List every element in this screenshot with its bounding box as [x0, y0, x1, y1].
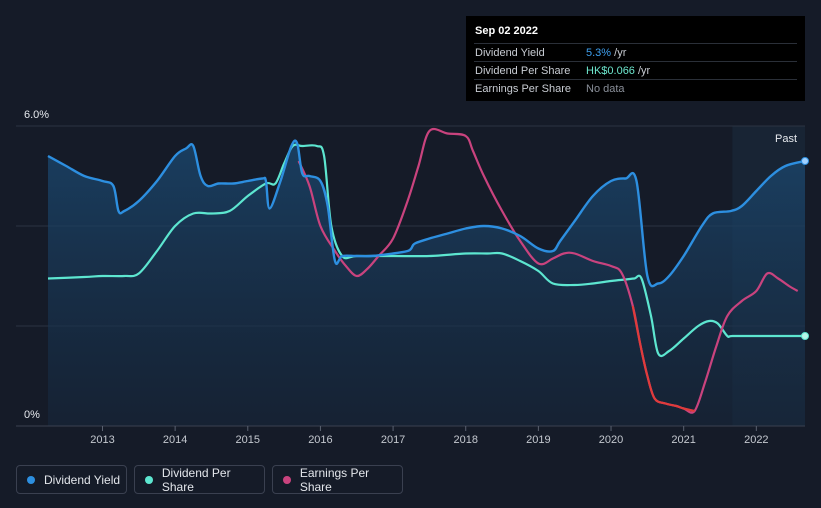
x-tick-label: 2016 — [308, 434, 332, 446]
dividend-yield-area — [48, 140, 805, 427]
earnings-per-share-line — [297, 127, 799, 414]
tooltip-row-dividend-yield: Dividend Yield 5.3% /yr — [474, 43, 797, 61]
legend-label: Dividend Yield — [44, 472, 121, 487]
tooltip-label: Earnings Per Share — [475, 82, 571, 95]
legend-dividend-per-share[interactable]: Dividend Per Share — [134, 465, 265, 494]
tooltip-row-earnings-per-share: Earnings Per Share No data — [474, 79, 797, 97]
x-tick-label: 2021 — [671, 434, 695, 446]
dividend-per-share-line — [47, 143, 805, 358]
tooltip-unit: /yr — [611, 46, 627, 59]
past-label: Past — [775, 133, 797, 145]
tooltip-label: Dividend Per Share — [475, 64, 571, 77]
legend-label: Earnings Per Share — [299, 465, 370, 494]
earnings-per-share-decline-segment — [631, 305, 695, 413]
legend-dot-icon — [145, 475, 153, 484]
tooltip-value: 5.3% — [586, 46, 612, 59]
legend-dot-icon — [27, 475, 35, 484]
y-tick-bottom: 0% — [24, 409, 40, 421]
x-tick-label: 2020 — [599, 434, 623, 446]
tooltip-row-dividend-per-share: Dividend Per Share HK$0.066 /yr — [474, 61, 797, 79]
x-tick-label: 2017 — [381, 434, 405, 446]
legend-earnings-per-share[interactable]: Earnings Per Share — [272, 465, 403, 494]
tooltip-unit: /yr — [634, 64, 651, 77]
tooltip-label: Dividend Yield — [475, 46, 545, 59]
tooltip-value: No data — [586, 82, 625, 95]
x-tick-label: 2015 — [236, 434, 260, 446]
legend-label: Dividend Per Share — [161, 465, 231, 494]
dividend-yield-endpoint[interactable] — [801, 157, 809, 165]
x-tick-label: 2018 — [453, 434, 477, 446]
legend-dot-icon — [283, 475, 291, 484]
legend-dividend-yield[interactable]: Dividend Yield — [16, 465, 127, 494]
tooltip-date: Sep 02 2022 — [475, 25, 538, 37]
x-tick-label: 2014 — [163, 434, 187, 446]
y-tick-top: 6.0% — [24, 109, 49, 121]
tooltip-value: HK$0.066 — [586, 64, 635, 77]
x-tick-label: 2013 — [90, 434, 114, 446]
dividend-per-share-endpoint[interactable] — [801, 332, 809, 340]
dividend-yield-line — [47, 139, 806, 288]
x-axis: 2013 2014 2015 2016 2017 2018 2019 2020 2021 2022 — [16, 425, 805, 446]
tooltip: Sep 02 2022 Dividend Yield 5.3% /yr Divi… — [466, 16, 805, 101]
x-tick-label: 2022 — [744, 434, 768, 446]
x-tick-label: 2019 — [526, 434, 550, 446]
